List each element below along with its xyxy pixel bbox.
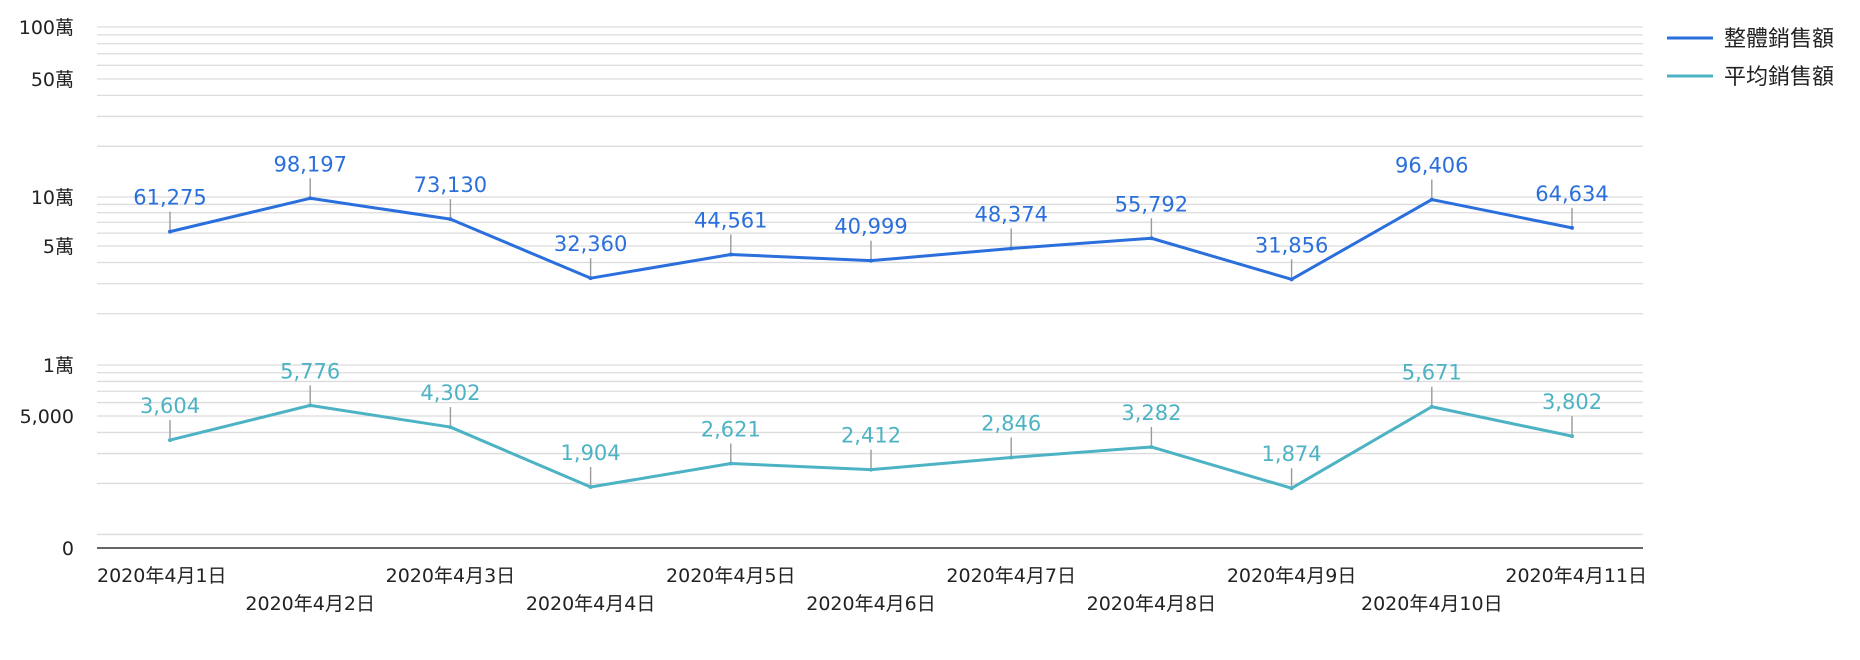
data-point: [1429, 404, 1434, 409]
data-point: [448, 217, 453, 222]
y-tick-label: 1萬: [43, 355, 74, 377]
data-point: [588, 485, 593, 490]
x-tick-label: 2020年4月1日: [97, 565, 227, 587]
y-tick-label: 5,000: [20, 406, 74, 428]
x-tick-label: 2020年4月7日: [946, 565, 1076, 587]
x-tick-label: 2020年4月9日: [1227, 565, 1357, 587]
data-point: [168, 438, 172, 443]
data-label: 31,856: [1255, 233, 1328, 257]
legend-label: 整體銷售額: [1724, 27, 1834, 52]
data-label: 40,999: [834, 215, 907, 239]
data-point: [1570, 225, 1574, 230]
x-tick-label: 2020年4月5日: [666, 565, 796, 587]
gridlines: [97, 26, 1643, 536]
data-label: 1,904: [561, 441, 621, 465]
x-axis: 2020年4月1日 2020年4月2日 2020年4月3日 2020年4月4日 2020…: [97, 565, 1647, 615]
series-2: 3,604 5,776 4,302 1,904 2,621 2,412 2,846 3,282…: [140, 359, 1602, 491]
data-point: [308, 403, 313, 408]
data-label: 96,406: [1395, 154, 1468, 178]
data-label: 73,130: [414, 173, 487, 197]
y-tick-label: 50萬: [31, 69, 74, 91]
data-label: 3,802: [1542, 390, 1602, 414]
data-label: 2,621: [701, 418, 761, 442]
y-tick-label: 100萬: [19, 17, 74, 39]
data-point: [588, 276, 593, 281]
data-point: [728, 252, 733, 257]
data-point: [1149, 444, 1154, 449]
x-tick-label: 2020年4月11日: [1505, 565, 1647, 587]
x-tick-label: 2020年4月6日: [806, 593, 936, 615]
y-tick-label: 10萬: [31, 187, 74, 209]
series-1: 61,275 98,197 73,130 32,360 44,561 40,999 48,3…: [133, 152, 1609, 282]
data-label: 1,874: [1262, 442, 1322, 466]
data-point: [869, 258, 873, 263]
y-tick-label: 0: [62, 538, 74, 560]
data-point: [869, 467, 873, 472]
x-tick-label: 2020年4月2日: [245, 593, 375, 615]
data-point: [168, 229, 172, 234]
legend-label: 平均銷售額: [1724, 65, 1834, 90]
data-point: [1429, 197, 1434, 202]
x-tick-label: 2020年4月10日: [1361, 593, 1503, 615]
data-point: [1570, 434, 1574, 439]
x-tick-label: 2020年4月4日: [526, 593, 656, 615]
data-label: 98,197: [273, 152, 346, 176]
data-label: 2,412: [841, 424, 901, 448]
data-label: 3,282: [1121, 401, 1181, 425]
data-label: 5,776: [280, 359, 340, 383]
x-tick-label: 2020年4月3日: [386, 565, 516, 587]
series-line: [169, 196, 1573, 281]
data-label: 64,634: [1535, 182, 1608, 206]
data-label: 4,302: [420, 381, 480, 405]
data-label: 5,671: [1402, 361, 1462, 385]
data-label: 2,846: [981, 411, 1041, 435]
data-point: [1009, 455, 1014, 460]
data-point: [308, 196, 313, 201]
data-label: 61,275: [133, 186, 206, 210]
data-point: [448, 425, 453, 430]
data-label: 32,360: [554, 232, 627, 256]
data-label: 3,604: [140, 394, 200, 418]
data-point: [728, 461, 733, 466]
data-point: [1289, 277, 1294, 282]
data-point: [1009, 246, 1014, 251]
data-label: 44,561: [694, 209, 767, 233]
y-axis: 0 5,000 1萬 5萬 10萬 50萬 100萬: [19, 17, 74, 560]
data-label: 55,792: [1115, 192, 1188, 216]
y-tick-label: 5萬: [43, 236, 74, 258]
data-point: [1149, 236, 1154, 241]
x-tick-label: 2020年4月8日: [1087, 593, 1217, 615]
data-label: 48,374: [974, 202, 1047, 226]
data-point: [1289, 486, 1294, 491]
